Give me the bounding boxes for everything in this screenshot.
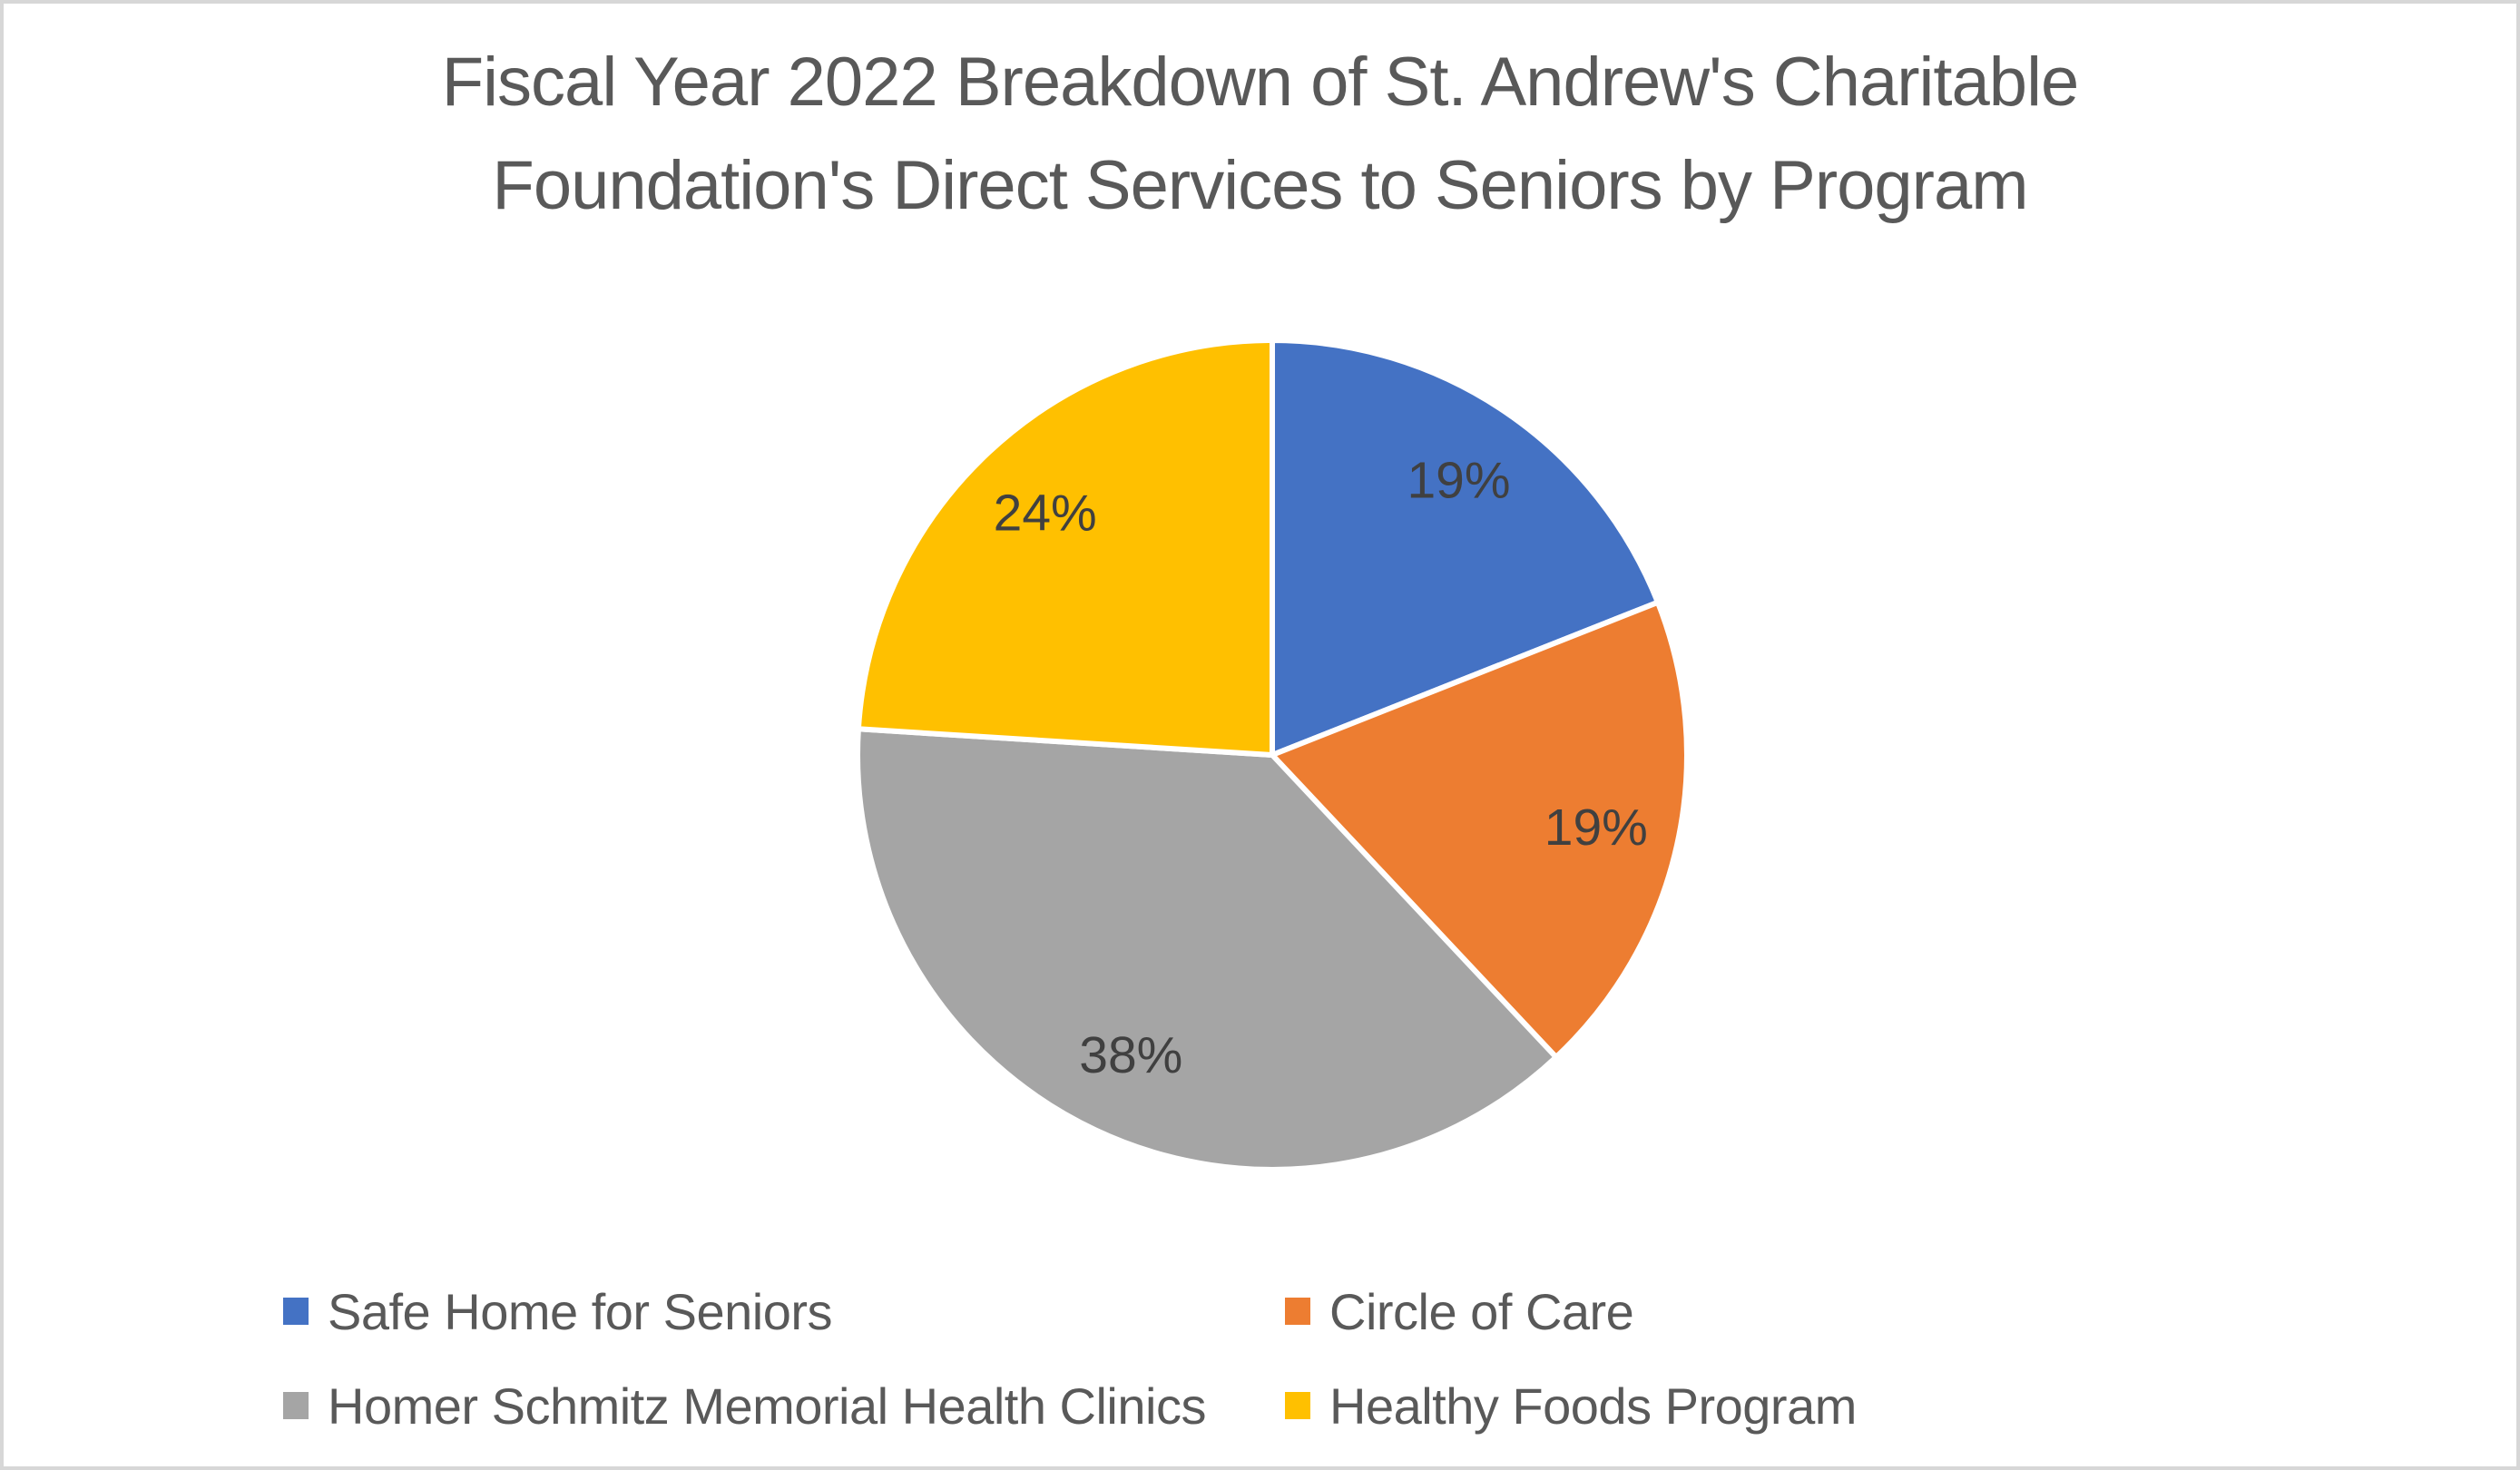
pie-slice-0	[1270, 338, 1661, 758]
pie-chart: 19% 19% 38% 24%	[855, 338, 1690, 1172]
pie-slice-2	[855, 726, 1559, 1172]
pie-data-label-0: 19%	[1407, 452, 1510, 510]
legend-label-safe-home: Safe Home for Seniors	[328, 1282, 832, 1340]
legend-item-healthy-foods: Healthy Foods Program	[1285, 1377, 1857, 1435]
chart-title: Fiscal Year 2022 Breakdown of St. Andrew…	[4, 31, 2516, 238]
legend-item-circle-of-care: Circle of Care	[1285, 1282, 1634, 1340]
legend-marker-healthy-foods-icon	[1285, 1392, 1310, 1419]
legend-label-homer-schmitz: Homer Schmitz Memorial Health Clinics	[328, 1377, 1206, 1435]
legend-marker-safe-home-icon	[283, 1298, 309, 1325]
legend-marker-circle-of-care-icon	[1285, 1298, 1310, 1325]
pie-slice-1	[1270, 599, 1690, 1061]
pie-data-label-3: 24%	[994, 485, 1097, 543]
pie-data-label-1: 19%	[1544, 799, 1648, 857]
legend-marker-homer-schmitz-icon	[283, 1392, 309, 1419]
legend-label-healthy-foods: Healthy Foods Program	[1329, 1377, 1857, 1435]
legend-item-homer-schmitz: Homer Schmitz Memorial Health Clinics	[283, 1377, 1206, 1435]
pie-data-label-2: 38%	[1079, 1026, 1182, 1084]
chart-title-line2: Foundation's Direct Services to Seniors …	[492, 147, 2028, 224]
chart-title-line1: Fiscal Year 2022 Breakdown of St. Andrew…	[441, 44, 2079, 121]
pie-slice-3	[855, 338, 1275, 758]
legend-label-circle-of-care: Circle of Care	[1329, 1282, 1634, 1340]
legend-item-safe-home: Safe Home for Seniors	[283, 1282, 832, 1340]
